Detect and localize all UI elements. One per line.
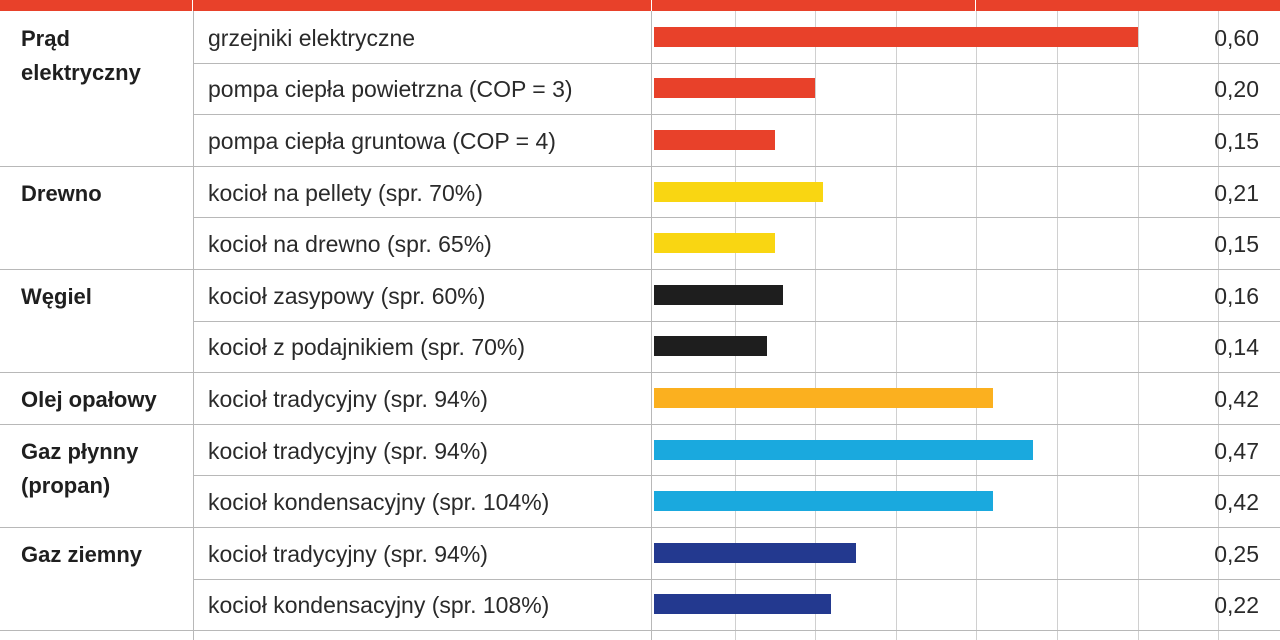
value-label: 0,15 (1214, 128, 1259, 154)
bar (654, 594, 831, 614)
bar (654, 130, 775, 150)
table-borders (0, 11, 1280, 640)
value-label: 0,20 (1214, 76, 1259, 103)
header-separator (975, 0, 976, 11)
bar (654, 285, 783, 305)
row-label: grzejniki elektryczne (208, 24, 416, 51)
bar (654, 233, 775, 253)
value-label: 0,21 (1214, 179, 1259, 206)
bars (654, 27, 1138, 614)
bar (654, 182, 823, 202)
bar (654, 336, 767, 356)
value-label: 0,60 (1214, 24, 1259, 51)
row-label: kocioł kondensacyjny (spr. 104%) (208, 489, 550, 516)
value-label: 0,25 (1214, 540, 1259, 567)
row-label: kocioł kondensacyjny (spr. 108%) (208, 592, 550, 619)
row-label: pompa ciepła gruntowa (COP = 4) (208, 128, 556, 154)
row-label: kocioł na drewno (spr. 65%) (208, 231, 492, 258)
bar (654, 543, 856, 563)
bar (654, 388, 993, 408)
row-label: kocioł tradycyjny (spr. 94%) (208, 437, 488, 464)
bar (654, 440, 1033, 460)
category-label: Węgiel (21, 284, 92, 309)
row-label: kocioł tradycyjny (spr. 94%) (208, 386, 488, 412)
gridlines (735, 11, 1219, 640)
category-label: Drewno (21, 180, 102, 206)
category-label: Prąd elektryczny (21, 26, 141, 85)
value-label: 0,42 (1214, 386, 1259, 412)
row-label: kocioł zasypowy (spr. 60%) (208, 282, 486, 309)
row-label: kocioł z podajnikiem (spr. 70%) (208, 334, 526, 361)
bar (654, 491, 993, 511)
category-label: Gaz płynny (propan) (21, 438, 139, 498)
header-separator (651, 0, 652, 11)
category-label: Gaz ziemny (21, 542, 143, 567)
header-separator (192, 0, 193, 11)
bar (654, 78, 815, 98)
row-label: kocioł tradycyjny (spr. 94%) (208, 540, 488, 567)
bar (654, 27, 1138, 47)
value-label: 0,22 (1214, 592, 1259, 619)
value-label: 0,16 (1214, 282, 1259, 309)
row-label: pompa ciepła powietrzna (COP = 3) (208, 76, 573, 103)
value-label: 0,15 (1214, 231, 1259, 258)
row-label: kocioł na pellety (spr. 70%) (208, 179, 483, 206)
category-label: Olej opałowy (21, 387, 157, 413)
value-label: 0,42 (1214, 489, 1259, 516)
value-label: 0,47 (1214, 437, 1259, 464)
value-label: 0,14 (1214, 334, 1259, 361)
table-header-band (0, 0, 1280, 11)
